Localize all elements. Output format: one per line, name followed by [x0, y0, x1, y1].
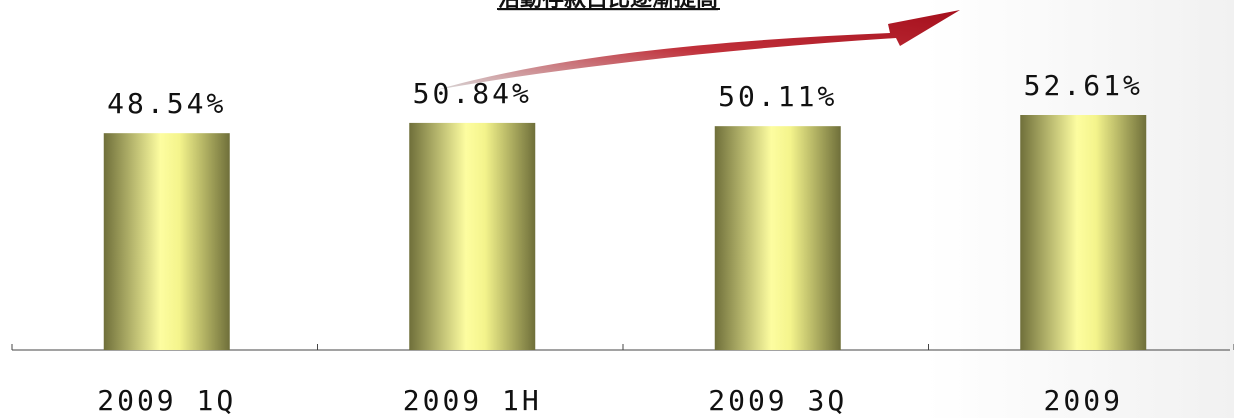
category-label-4: 2009	[1044, 384, 1123, 417]
value-labels: 48.54% 50.84% 50.11% 52.61%	[107, 69, 1143, 120]
annotation-text: 活動存款占比逐漸提高	[498, 0, 718, 12]
bar-1	[103, 133, 230, 350]
value-label-2: 50.84%	[413, 77, 532, 110]
trend-arrow-icon	[436, 10, 960, 90]
category-labels: 2009 1Q 2009 1H 2009 3Q 2009	[97, 384, 1123, 417]
category-label-1: 2009 1Q	[97, 384, 236, 417]
category-label-2: 2009 1H	[403, 384, 542, 417]
bars	[103, 115, 1147, 351]
category-label-3: 2009 3Q	[708, 384, 847, 417]
value-label-4: 52.61%	[1024, 69, 1143, 102]
value-label-3: 50.11%	[718, 80, 837, 113]
bar-4	[1020, 115, 1147, 350]
bar-3	[714, 126, 841, 350]
bar-2	[409, 122, 536, 351]
value-label-1: 48.54%	[107, 87, 226, 120]
